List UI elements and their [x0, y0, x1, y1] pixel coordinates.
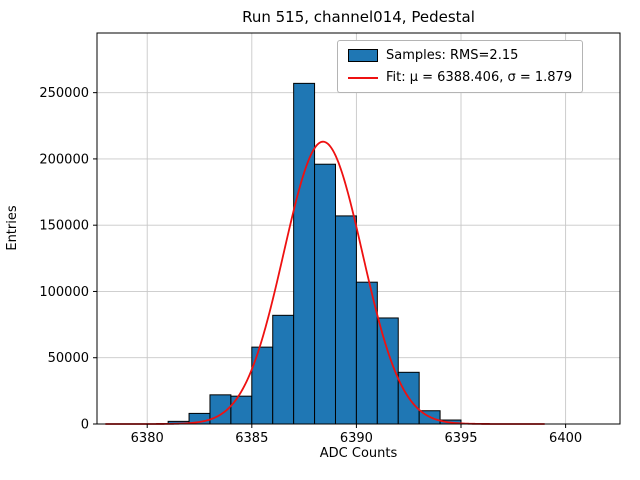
- histogram-bar: [272, 314, 295, 425]
- x-tick-label: 6400: [549, 431, 582, 446]
- histogram-bar: [334, 215, 357, 425]
- legend-entry-fit: Fit: μ = 6388.406, σ = 1.879: [348, 70, 572, 85]
- histogram-bar: [230, 395, 253, 425]
- histogram-bar: [314, 163, 336, 425]
- y-tick-label: 0: [81, 418, 89, 433]
- x-tick-label: 6390: [340, 431, 373, 446]
- histogram-bar: [293, 82, 316, 425]
- x-tick-label: 6395: [444, 431, 477, 446]
- legend-samples-label: Samples: RMS=2.15: [386, 48, 519, 63]
- y-tick-label: 250000: [39, 86, 89, 101]
- x-tick-label: 6380: [131, 431, 164, 446]
- x-axis-label: ADC Counts: [319, 446, 398, 461]
- chart-title: Run 515, channel014, Pedestal: [242, 8, 475, 26]
- y-tick-label: 200000: [39, 152, 89, 167]
- histogram-swatch-icon: [348, 49, 378, 62]
- y-axis-label: Entries: [5, 205, 20, 251]
- x-tick-label: 6385: [235, 431, 268, 446]
- legend-fit-label: Fit: μ = 6388.406, σ = 1.879: [386, 70, 573, 85]
- y-tick-label: 100000: [39, 285, 89, 300]
- axes-frame: [96, 32, 621, 425]
- legend-entry-samples: Samples: RMS=2.15: [348, 48, 572, 63]
- y-tick-label: 50000: [48, 351, 89, 366]
- y-tick-label: 150000: [39, 219, 89, 234]
- legend-box: Samples: RMS=2.15 Fit: μ = 6388.406, σ =…: [337, 40, 584, 93]
- fit-line-swatch-icon: [348, 76, 378, 79]
